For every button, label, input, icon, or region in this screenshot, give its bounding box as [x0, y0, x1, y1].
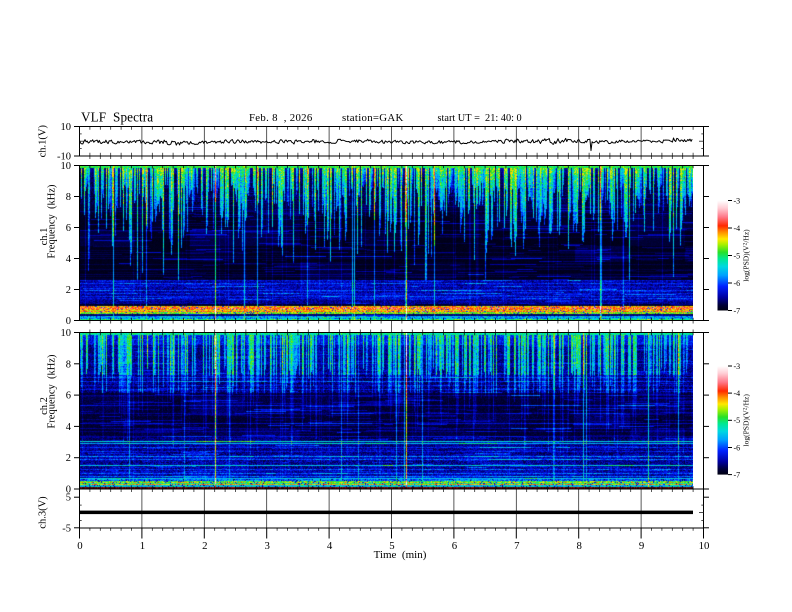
svg-text:station=GAK: station=GAK [342, 112, 404, 124]
svg-text:Frequency (kHz): Frequency (kHz) [47, 354, 58, 429]
svg-text:6: 6 [66, 391, 71, 402]
svg-text:2: 2 [202, 540, 207, 552]
svg-text:ch.1(V): ch.1(V) [38, 125, 49, 158]
svg-text:2: 2 [66, 285, 71, 296]
svg-text:-6: -6 [734, 443, 741, 452]
svg-text:8: 8 [66, 192, 71, 203]
svg-text:-10: -10 [57, 152, 71, 163]
svg-text:-6: -6 [734, 279, 741, 288]
svg-text:ch.2: ch.2 [39, 397, 50, 415]
svg-text:Frequency (kHz): Frequency (kHz) [47, 184, 58, 259]
svg-text:4: 4 [66, 254, 72, 265]
svg-text:5: 5 [66, 493, 71, 504]
svg-text:7: 7 [514, 540, 520, 552]
svg-text:10: 10 [61, 122, 72, 133]
svg-text:-5: -5 [62, 523, 71, 534]
svg-text:4: 4 [327, 540, 333, 552]
svg-text:4: 4 [66, 422, 72, 433]
svg-text:-5: -5 [734, 416, 741, 425]
svg-text:0: 0 [66, 316, 71, 327]
svg-text:1: 1 [140, 540, 145, 552]
svg-text:-3: -3 [734, 196, 741, 205]
svg-text:6: 6 [66, 223, 71, 234]
svg-text:8: 8 [576, 540, 581, 552]
svg-text:10: 10 [61, 161, 72, 172]
svg-text:5: 5 [389, 540, 394, 552]
svg-text:0: 0 [77, 540, 82, 552]
svg-text:ch.1: ch.1 [39, 228, 50, 246]
svg-text:9: 9 [639, 540, 644, 552]
svg-text:VLF Spectra: VLF Spectra [81, 110, 153, 125]
svg-text:-5: -5 [734, 251, 741, 260]
svg-text:log(PSD)(V2/Hz): log(PSD)(V2/Hz) [742, 394, 751, 447]
svg-text:log(PSD)(V2/Hz): log(PSD)(V2/Hz) [742, 229, 751, 282]
svg-text:0: 0 [66, 485, 71, 496]
svg-text:3: 3 [264, 540, 269, 552]
svg-text:Feb. 8 , 2026: Feb. 8 , 2026 [249, 112, 313, 124]
svg-text:2: 2 [66, 453, 71, 464]
svg-text:8: 8 [66, 359, 71, 370]
svg-text:10: 10 [61, 328, 72, 339]
svg-text:-7: -7 [734, 306, 741, 315]
svg-text:Time (min): Time (min) [374, 549, 427, 561]
svg-text:10: 10 [699, 540, 710, 552]
svg-text:-4: -4 [734, 224, 741, 233]
svg-text:-3: -3 [734, 362, 741, 371]
svg-text:start UT = 21: 40: 0: start UT = 21: 40: 0 [438, 113, 522, 124]
svg-text:6: 6 [452, 540, 458, 552]
svg-text:ch.3(V): ch.3(V) [38, 496, 49, 529]
svg-text:-4: -4 [734, 389, 741, 398]
svg-text:-7: -7 [734, 470, 741, 479]
